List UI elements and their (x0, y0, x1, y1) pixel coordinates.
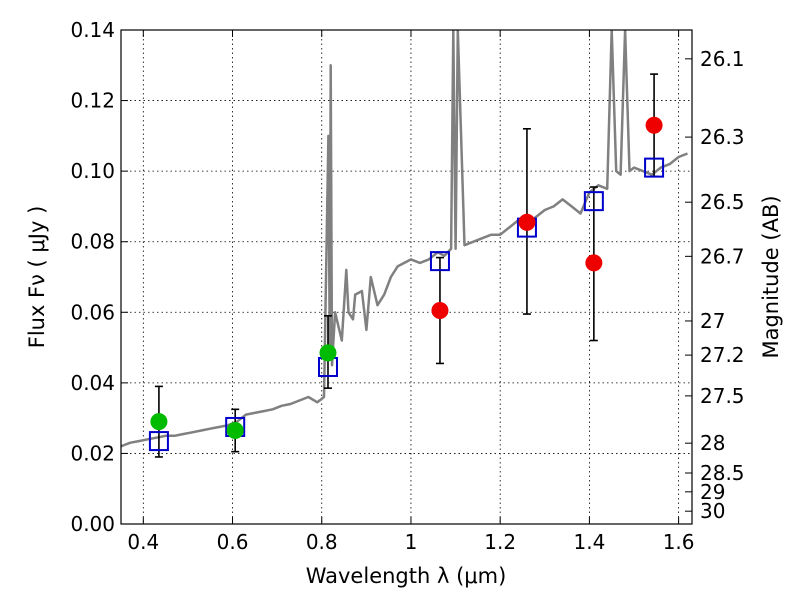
model-square-marker (148, 431, 169, 452)
flux-point (645, 116, 663, 134)
model-square-marker (583, 191, 604, 212)
sed-model-line (121, 30, 688, 448)
x-tick-label: 0.6 (217, 530, 249, 554)
flux-point (319, 344, 337, 362)
magnitude-tick-label: 26.3 (700, 125, 745, 149)
y-tick-label: 0.10 (70, 159, 115, 183)
y-tick-label: 0.08 (70, 230, 115, 254)
y-tick-label: 0.06 (70, 300, 115, 324)
magnitude-tick-label: 30 (700, 499, 725, 523)
model-square-marker (644, 157, 665, 178)
magnitude-tick-label: 29 (700, 480, 725, 504)
flux-point (585, 254, 603, 272)
flux-point (431, 302, 449, 320)
model-square-marker (429, 251, 450, 272)
flux-point (226, 421, 244, 439)
magnitude-tick-label: 28 (700, 431, 725, 455)
x-tick-label: 1.4 (573, 530, 605, 554)
y-tick-label: 0.00 (70, 512, 115, 536)
y-tick-label: 0.04 (70, 371, 115, 395)
x-tick-label: 1.2 (484, 530, 516, 554)
magnitude-tick-label: 27.5 (700, 384, 745, 408)
magnitude-tick-label: 27 (700, 309, 725, 333)
y-axis-label: Flux Fν ( μJy ) (25, 206, 49, 349)
magnitude-tick-label: 26.5 (700, 190, 745, 214)
flux-point (150, 413, 168, 431)
y-tick-label: 0.14 (70, 18, 115, 42)
x-tick-label: 0.4 (127, 530, 159, 554)
magnitude-tick-label: 26.1 (700, 47, 745, 71)
plot-frame (120, 29, 693, 525)
data-area (121, 30, 688, 458)
magnitude-tick-label: 27.2 (700, 343, 745, 367)
magnitude-tick-label: 26.7 (700, 244, 745, 268)
x-tick-label: 1 (405, 530, 418, 554)
grid (121, 29, 692, 525)
x-tick-label: 0.8 (306, 530, 338, 554)
x-tick-label: 1.6 (663, 530, 695, 554)
y-tick-label: 0.12 (70, 89, 115, 113)
magnitude-axis-label: Magnitude (AB) (759, 195, 783, 358)
y-tick-label: 0.02 (70, 441, 115, 465)
flux-point (518, 213, 536, 231)
magnitude-tick-label: 28.5 (700, 461, 745, 485)
ticks: 0.4 0.6 0.8 1 1.2 1.4 1.6 0.00 0.02 0.04 0.06 0.08 0… (70, 18, 744, 554)
x-axis-label: Wavelength λ (μm) (306, 564, 507, 588)
